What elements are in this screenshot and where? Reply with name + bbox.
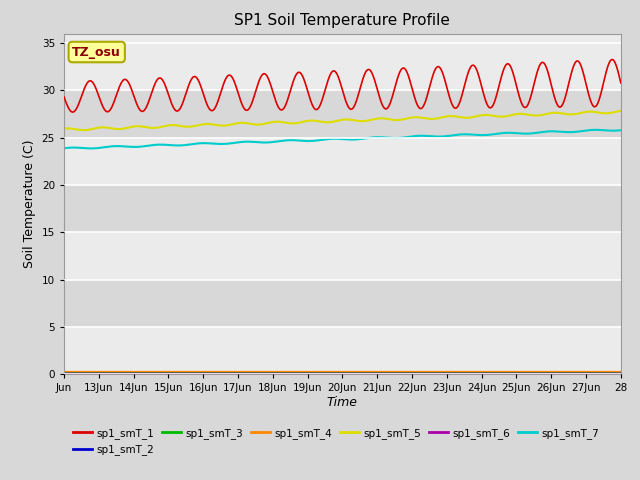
Bar <box>64 138 621 185</box>
X-axis label: Time: Time <box>327 396 358 409</box>
Bar <box>64 185 621 232</box>
Title: SP1 Soil Temperature Profile: SP1 Soil Temperature Profile <box>234 13 451 28</box>
Bar <box>64 280 621 327</box>
Bar <box>64 43 621 90</box>
Y-axis label: Soil Temperature (C): Soil Temperature (C) <box>23 140 36 268</box>
Text: TZ_osu: TZ_osu <box>72 46 121 59</box>
Legend: sp1_smT_1, sp1_smT_2, sp1_smT_3, sp1_smT_4, sp1_smT_5, sp1_smT_6, sp1_smT_7: sp1_smT_1, sp1_smT_2, sp1_smT_3, sp1_smT… <box>69 424 604 459</box>
Bar <box>64 90 621 138</box>
Bar <box>64 327 621 374</box>
Bar <box>64 232 621 280</box>
